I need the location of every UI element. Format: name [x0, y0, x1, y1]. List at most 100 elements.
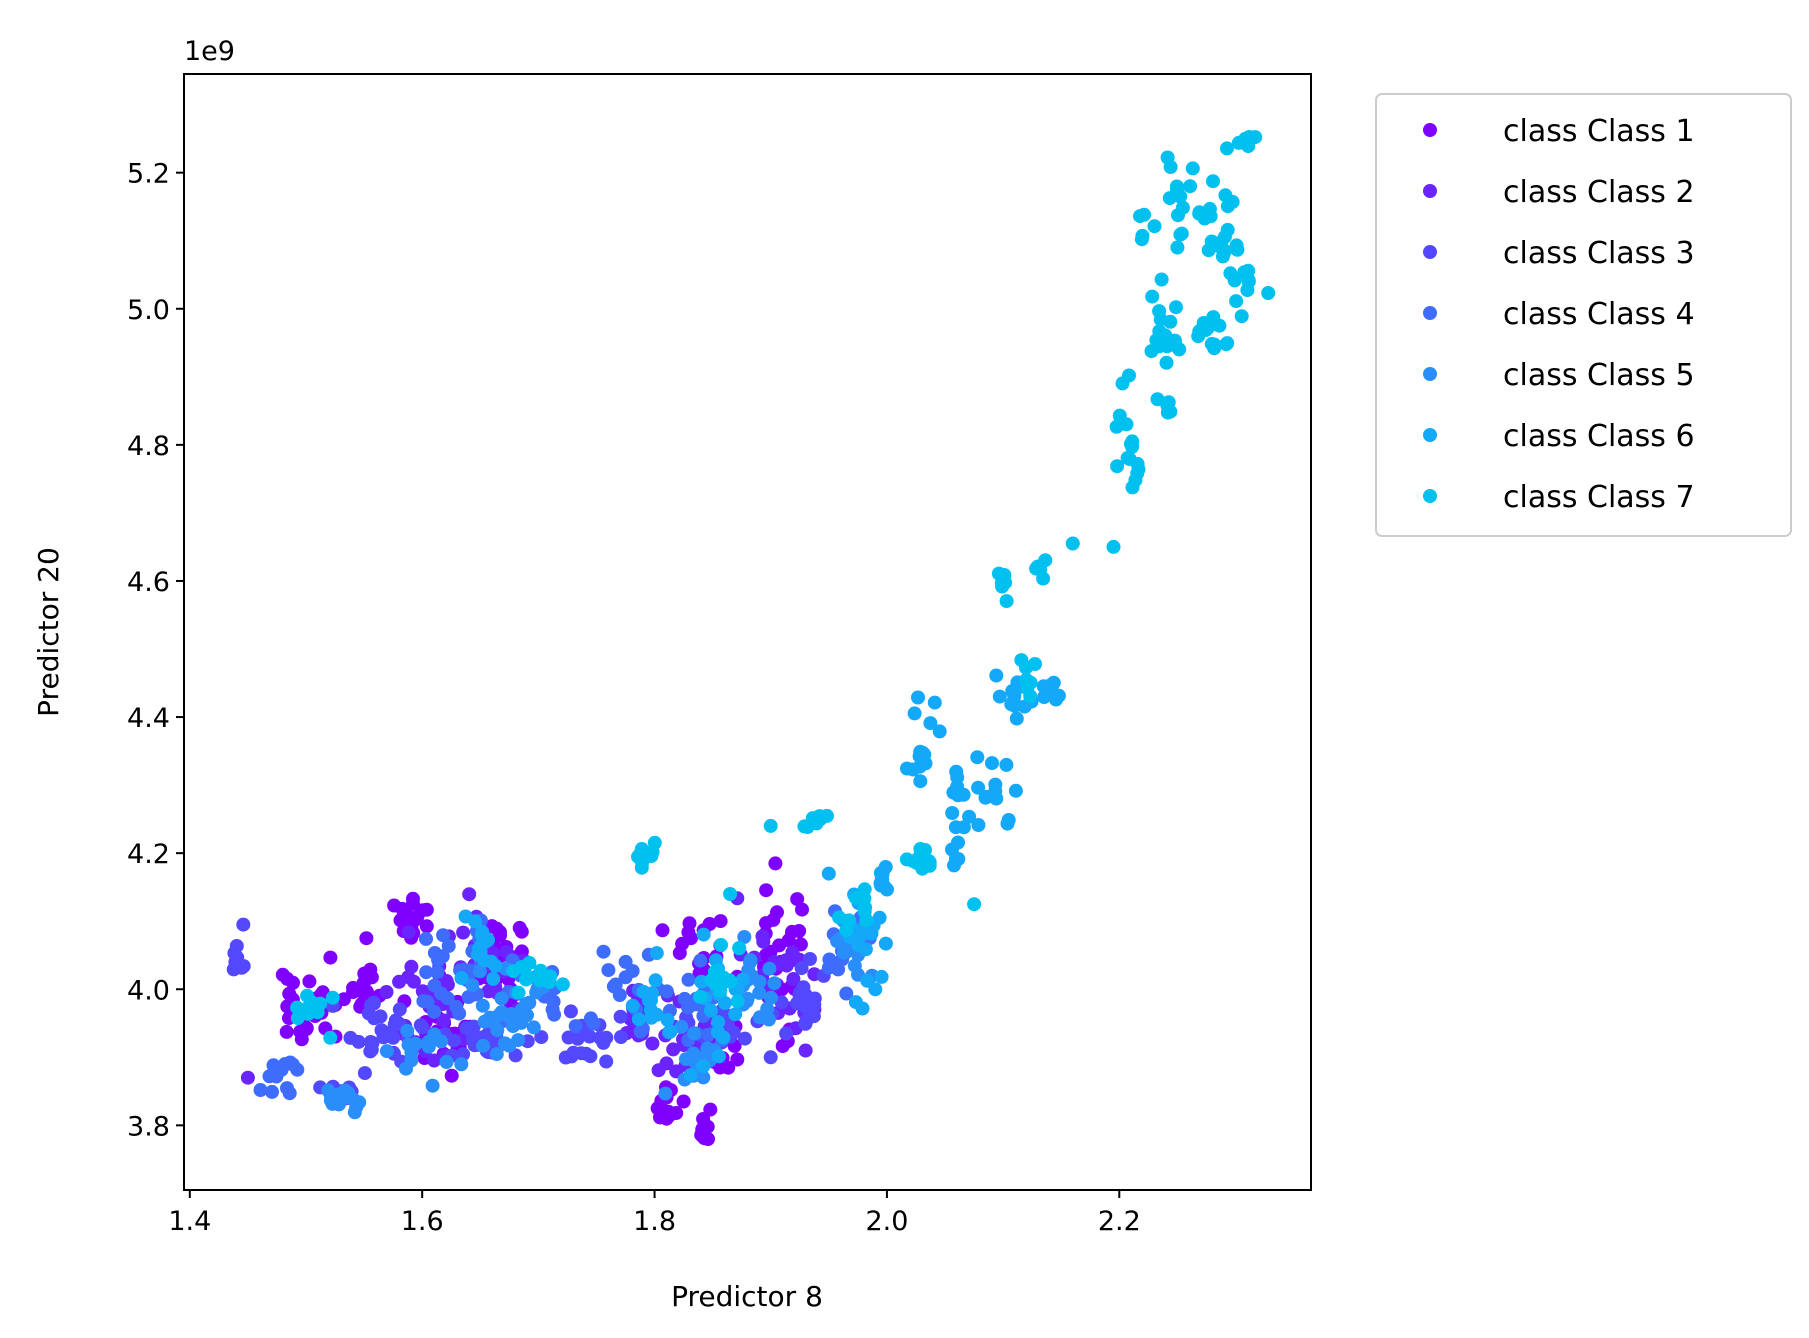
legend-marker [1423, 489, 1437, 503]
data-point [419, 919, 434, 934]
data-point [514, 1015, 529, 1030]
data-point [674, 1019, 689, 1034]
data-point [989, 668, 1004, 683]
legend-entry: class Class 5 [1423, 358, 1695, 393]
data-point [441, 939, 456, 953]
data-point [730, 1052, 745, 1067]
data-point [971, 780, 986, 795]
data-point [300, 988, 315, 1003]
data-point [1150, 392, 1165, 407]
data-point [413, 1018, 428, 1033]
y-axis-label: Predictor 20 [32, 547, 65, 717]
legend-entry: class Class 1 [1423, 114, 1695, 149]
data-point [1163, 314, 1178, 329]
data-point [1169, 300, 1183, 315]
data-point [852, 929, 867, 944]
data-point [1123, 436, 1138, 451]
data-point [1172, 342, 1187, 357]
data-point [1017, 699, 1032, 714]
data-point [456, 925, 471, 940]
data-point [436, 928, 451, 943]
y-tick-label: 4.8 [127, 431, 170, 462]
data-point [1115, 376, 1130, 391]
legend-label: class Class 1 [1503, 114, 1695, 149]
data-point [454, 1057, 469, 1072]
data-point [1198, 323, 1213, 338]
data-point [379, 985, 394, 999]
data-point [752, 985, 767, 1000]
data-point [679, 1052, 693, 1067]
data-point [486, 971, 501, 986]
data-point [730, 994, 745, 1009]
data-point [399, 1061, 413, 1076]
data-point [1185, 161, 1200, 176]
plot-area-frame [183, 73, 1312, 1191]
data-point [1036, 679, 1051, 694]
data-point [792, 924, 807, 938]
data-point [458, 909, 473, 924]
data-point [419, 931, 433, 946]
data-point [1023, 689, 1038, 704]
data-point [614, 1030, 628, 1044]
data-point [660, 1012, 675, 1027]
legend-marker [1423, 367, 1437, 381]
data-point [401, 1037, 416, 1052]
data-point [737, 930, 752, 944]
data-point [735, 972, 750, 987]
data-point [278, 1057, 293, 1071]
data-point [880, 882, 894, 897]
data-point [294, 1032, 309, 1047]
data-point [840, 943, 855, 958]
data-point [290, 1011, 305, 1026]
data-point [490, 1023, 505, 1038]
data-point [1159, 355, 1174, 370]
data-point [859, 913, 874, 928]
data-point [563, 1004, 578, 1019]
data-point [465, 978, 480, 992]
data-point [431, 953, 446, 967]
data-point [857, 882, 872, 897]
data-point [561, 1030, 576, 1045]
data-point [401, 925, 416, 940]
data-point [763, 1050, 778, 1065]
data-points [226, 130, 1276, 1146]
data-point [366, 995, 381, 1010]
data-point [645, 1036, 660, 1051]
legend-marker [1423, 184, 1437, 198]
data-point [985, 756, 999, 771]
data-point [1007, 689, 1022, 704]
data-point [764, 990, 778, 1005]
data-point [1230, 242, 1245, 257]
data-point [648, 973, 663, 988]
data-point [951, 852, 966, 866]
data-point [1248, 130, 1263, 145]
legend-entry: class Class 3 [1423, 236, 1695, 271]
data-point [489, 921, 504, 936]
data-point [613, 1009, 628, 1024]
data-point [601, 963, 616, 978]
data-point [459, 1021, 474, 1036]
legend-label: class Class 4 [1503, 297, 1695, 332]
data-point [683, 1068, 698, 1083]
data-point [1036, 571, 1051, 586]
data-point [666, 1042, 681, 1057]
data-point [922, 855, 937, 870]
data-point [1183, 179, 1198, 194]
data-point [363, 1044, 378, 1059]
data-point [454, 971, 469, 986]
data-point [858, 900, 873, 915]
data-point [1154, 272, 1169, 287]
data-point [427, 1004, 442, 1019]
data-point [1206, 174, 1220, 189]
data-point [393, 913, 408, 928]
series-5 [321, 913, 879, 1120]
data-point [643, 1003, 658, 1017]
data-point [676, 1094, 691, 1109]
data-point [514, 924, 529, 939]
data-point [279, 1024, 294, 1039]
data-point [1009, 711, 1024, 726]
data-point [803, 952, 817, 966]
data-point [875, 866, 890, 881]
data-point [236, 917, 251, 932]
